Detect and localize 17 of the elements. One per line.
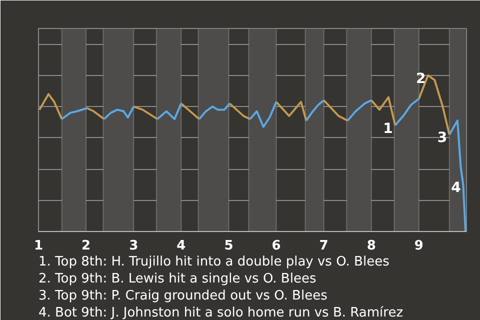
x-tick-label: 1 — [34, 238, 44, 254]
x-tick-label: 7 — [319, 238, 328, 254]
x-tick-label: 8 — [366, 238, 376, 254]
text: 3. Top 9th: P. Craig grounded out vs O. Blees — [38, 288, 328, 304]
x-tick-label: 3 — [129, 238, 138, 254]
text: 1. Top 8th: H. Trujillo hit into a double play vs O. Blees — [38, 254, 390, 270]
x-tick-label: 6 — [272, 238, 281, 254]
text: 2. Top 9th: B. Lewis hit a single vs O. Blees — [38, 272, 316, 286]
x-tick-label: 4 — [176, 238, 186, 254]
text: 4. Bot 9th: J. Johnston hit a solo home run vs B. Ramírez — [38, 306, 404, 320]
annotation: 4 — [451, 180, 462, 196]
x-tick-label: 5 — [224, 238, 234, 254]
x-tick-label: 9 — [414, 238, 424, 254]
annotation: 2 — [416, 70, 426, 87]
annotation: 1 — [383, 120, 393, 137]
x-tick-label: 2 — [82, 238, 91, 254]
annotation: 3 — [437, 130, 448, 146]
